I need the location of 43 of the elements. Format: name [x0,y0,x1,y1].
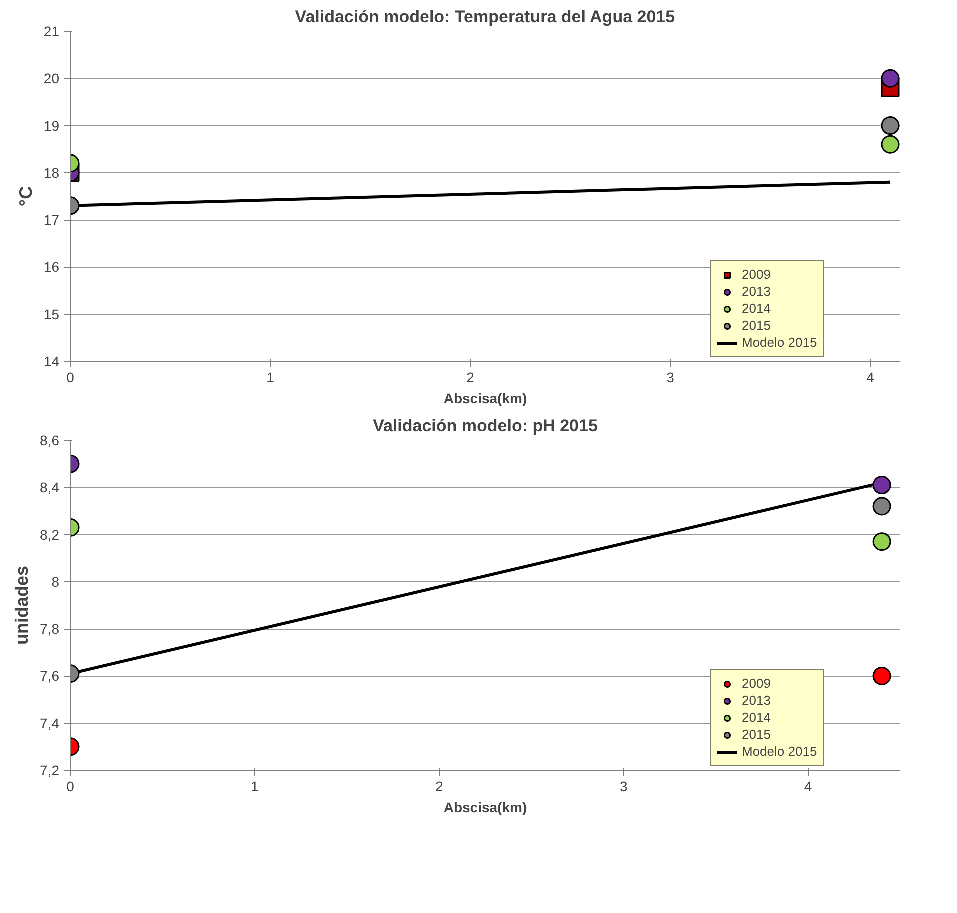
y-tick-label: 8,4 [40,480,60,496]
y-tick-label: 16 [44,259,60,276]
legend-label: Modelo 2015 [742,335,818,350]
point [881,69,900,88]
y-tick-label: 8 [52,574,60,590]
x-tick-label: 1 [266,370,275,386]
x-tick-label: 2 [466,370,475,386]
chart-title: Validación modelo: pH 2015 [373,416,598,436]
y-axis-title: unidades [12,566,32,646]
legend-label: 2014 [742,710,771,725]
legend-label: 2013 [742,693,771,708]
legend-label: 2014 [742,301,771,316]
legend-label: 2013 [742,284,771,299]
legend-label: 2009 [742,676,771,691]
x-tick-label: 1 [251,778,260,794]
x-tick-label: 2 [435,778,444,794]
y-tick-label: 17 [44,212,60,228]
y-tick-label: 8,6 [40,432,60,448]
x-tick-label: 3 [620,778,628,794]
x-tick-label: 0 [66,370,75,386]
y-tick-label: 7,4 [40,715,60,732]
legend-label: 2009 [742,267,771,282]
y-tick-label: 7,6 [40,668,60,684]
x-axis-title: Abscisa(km) [444,390,528,406]
y-tick-label: 21 [44,24,60,40]
x-tick-label: 0 [66,778,75,794]
y-tick-label: 8,2 [40,526,60,543]
y-tick-label: 20 [44,70,60,87]
x-tick-label: 4 [804,778,812,794]
y-tick-label: 7,8 [40,621,60,638]
y-tick-label: 19 [44,118,60,134]
legend-label: 2015 [742,318,771,333]
x-tick-label: 3 [666,370,675,386]
y-tick-label: 14 [44,354,60,370]
y-tick-label: 18 [44,164,60,181]
y-tick-label: 7,2 [40,762,60,778]
x-tick-label: 4 [866,370,875,386]
chart-title: Validación modelo: Temperatura del Agua 2015 [295,8,676,26]
y-axis-title: °C [16,186,36,207]
legend-label: 2015 [742,727,771,742]
x-axis-title: Abscisa(km) [444,800,528,816]
y-tick-label: 15 [44,306,60,322]
legend-label: Modelo 2015 [742,744,818,759]
